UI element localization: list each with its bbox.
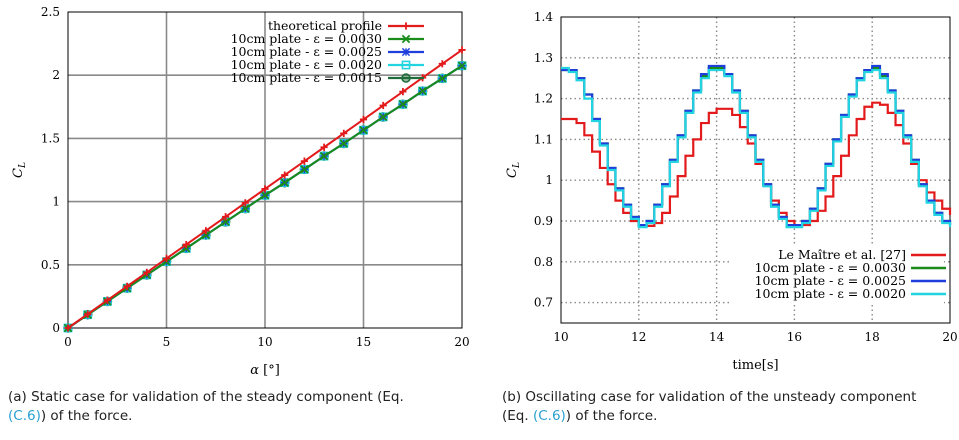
data-point-a	[379, 101, 387, 110]
y-tick-label-a: 1.5	[41, 131, 60, 145]
legend-marker-a	[401, 34, 411, 44]
legend-label-b: 10cm plate - ε = 0.0025	[755, 273, 906, 288]
y-axis-label-a: CL	[11, 162, 28, 178]
y-tick-label-a: 2	[52, 68, 60, 82]
legend-label-a: theoretical profile	[268, 18, 382, 33]
data-point-a	[339, 139, 349, 148]
x-tick-label-a: 5	[163, 335, 171, 349]
x-tick-label-a: 10	[257, 335, 272, 349]
y-tick-label-b: 1.4	[534, 10, 553, 24]
plot-frame-a	[67, 11, 463, 329]
figure-b: 10 12 14 16 18 20 0.7 0.8 0.9 1 1.1 1.2 1.3 1.4 time[s…	[480, 0, 959, 440]
data-point-a	[103, 296, 111, 304]
data-point-a	[64, 324, 72, 332]
series-line-b	[561, 66, 952, 229]
y-tick-label-b: 1	[545, 173, 553, 187]
data-point-a	[123, 282, 131, 290]
data-point-a	[241, 199, 249, 207]
y-tick-label-b: 1.1	[534, 132, 553, 146]
y-tick-label-b: 0.8	[534, 255, 553, 269]
data-point-a	[398, 100, 408, 109]
caption-a-text-end: ) of the force.	[40, 408, 133, 424]
figure-a: 0 5 10 15 20 0 0.5 1 1.5 2 2.5 α [°] CL theoretical p…	[8, 5, 470, 426]
data-point-a	[300, 165, 309, 174]
data-point-a	[359, 125, 368, 135]
plot-frame-b	[560, 16, 951, 324]
y-tick-label-a: 1	[52, 195, 60, 209]
data-point-a	[359, 115, 368, 124]
series-b-3	[561, 66, 952, 229]
caption-b-text: (b) Oscillating case for validation of t…	[502, 389, 917, 424]
series-line-b	[561, 101, 952, 227]
data-point-a	[399, 88, 407, 96]
data-point-a	[84, 310, 92, 318]
data-point-a	[300, 157, 308, 165]
series-b-0	[561, 101, 952, 227]
x-tick-label-b: 20	[942, 330, 957, 344]
data-point-a	[280, 178, 289, 187]
x-axis-label-b: time[s]	[732, 358, 778, 373]
data-point-a	[241, 204, 250, 213]
y-tick-label-b: 0.7	[534, 296, 553, 310]
y-tick-label-a: 0.5	[41, 258, 60, 272]
data-point-a	[202, 227, 210, 235]
chart-a: 0 5 10 15 20 0 0.5 1 1.5 2 2.5 α [°] CL theoretical p…	[11, 5, 470, 378]
caption-a-equation-link[interactable]: (C.6)	[8, 408, 41, 424]
data-point-a	[340, 129, 348, 137]
chart-b: 10 12 14 16 18 20 0.7 0.8 0.9 1 1.1 1.2 1.3 1.4 time[s…	[505, 10, 958, 373]
x-tick-label-a: 0	[64, 335, 72, 349]
x-tick-label-a: 20	[454, 335, 469, 349]
data-point-a	[261, 185, 269, 193]
data-point-a	[319, 151, 329, 161]
data-point-a	[418, 86, 427, 96]
data-point-a	[320, 143, 328, 151]
x-tick-label-b: 10	[553, 330, 568, 344]
x-tick-label-b: 18	[865, 330, 880, 344]
legend-label-b: 10cm plate - ε = 0.0020	[755, 286, 906, 301]
grid-a	[68, 12, 462, 328]
legend-marker-a	[401, 73, 411, 83]
legend-label-a: 10cm plate - ε = 0.0025	[231, 44, 382, 59]
data-point-a	[378, 112, 388, 122]
data-point-a	[458, 46, 466, 54]
y-tick-label-b: 1.2	[534, 92, 553, 106]
caption-a: (a) Static case for validation of the st…	[8, 388, 428, 426]
data-point-a	[438, 60, 446, 68]
legend-marker-a	[401, 47, 411, 57]
legend-label-b: Le Maître et al. [27]	[778, 247, 906, 262]
legend-marker-a	[401, 60, 411, 70]
caption-b: (b) Oscillating case for validation of t…	[502, 388, 922, 426]
x-tick-label-b: 16	[787, 330, 802, 344]
data-point-a	[143, 268, 151, 276]
y-tick-label-b: 1.3	[534, 51, 553, 65]
x-tick-label-b: 14	[709, 330, 725, 344]
x-tick-label-a: 15	[356, 335, 371, 349]
y-axis-label-b: CL	[505, 162, 522, 178]
caption-b-equation-link[interactable]: (C.6)	[532, 408, 566, 424]
data-point-a	[162, 254, 171, 263]
legend-b: Le Maître et al. [27]10cm plate - ε = 0.…	[730, 246, 946, 304]
data-point-a	[457, 61, 467, 70]
series-a-0	[64, 46, 466, 332]
legend-marker-a	[402, 22, 410, 30]
y-tick-label-a: 2.5	[41, 5, 60, 19]
x-axis-label-a: α [°]	[250, 363, 280, 378]
legend-label-a: 10cm plate - ε = 0.0030	[231, 31, 382, 46]
caption-b-text-end: ) of the force.	[565, 408, 658, 424]
data-point-a	[438, 74, 447, 83]
legend-label-a: 10cm plate - ε = 0.0020	[231, 57, 382, 72]
legend-background-b	[730, 246, 944, 304]
legend-label-a: 10cm plate - ε = 0.0015	[231, 70, 382, 85]
data-point-a	[222, 213, 230, 221]
y-tick-label-b: 0.9	[534, 214, 553, 228]
data-point-a	[260, 191, 270, 200]
legend-label-b: 10cm plate - ε = 0.0030	[755, 260, 906, 275]
data-point-a	[182, 240, 190, 249]
caption-a-text: (a) Static case for validation of the st…	[8, 389, 404, 405]
data-point-a	[281, 171, 289, 179]
x-tick-label-b: 12	[631, 330, 646, 344]
y-tick-label-a: 0	[52, 321, 60, 335]
